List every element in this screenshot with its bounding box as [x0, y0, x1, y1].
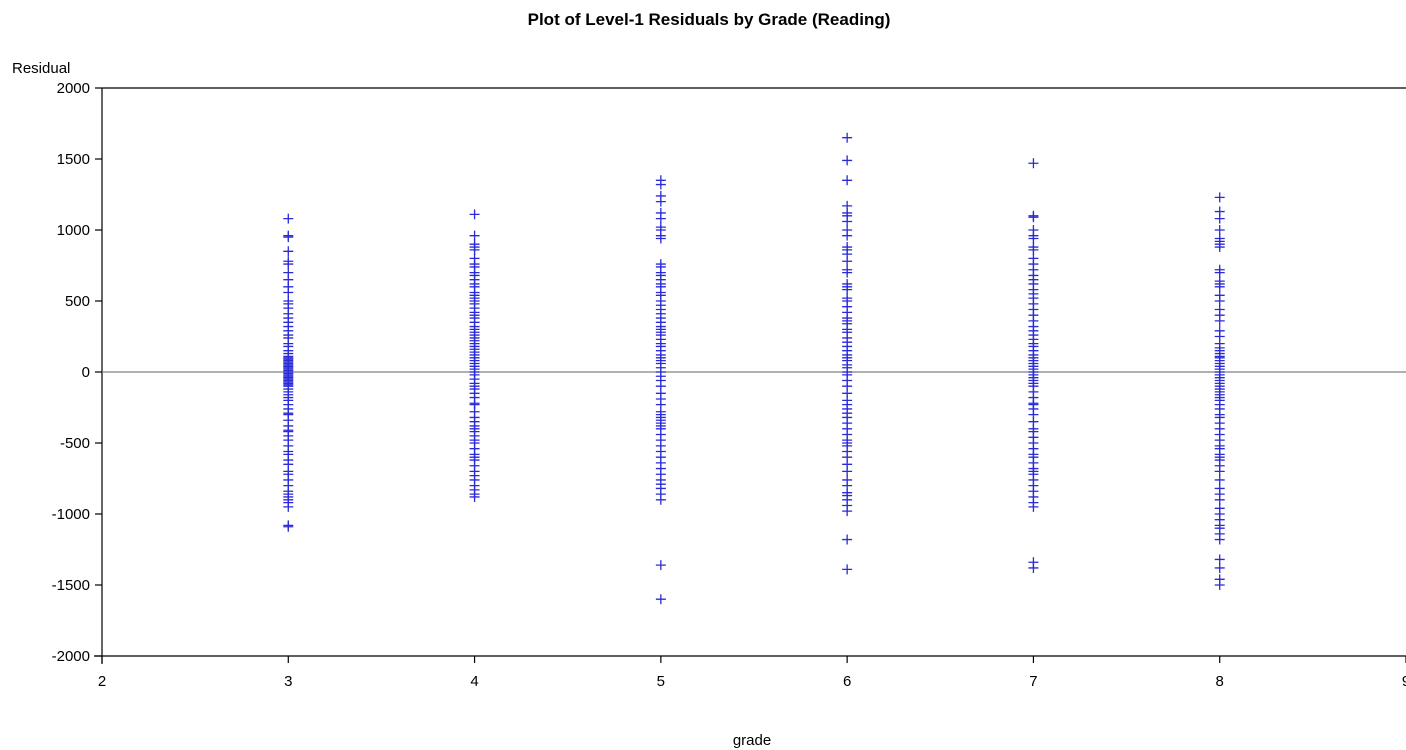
data-point — [1214, 474, 1225, 485]
data-point — [283, 246, 294, 257]
y-tick-label: 1500 — [57, 151, 90, 168]
x-tick-label: 5 — [657, 673, 665, 690]
data-point — [1214, 562, 1225, 573]
data-point — [655, 213, 666, 224]
data-point — [1214, 213, 1225, 224]
data-point — [283, 213, 294, 224]
data-point — [842, 132, 853, 143]
data-point — [1214, 534, 1225, 545]
data-point — [842, 230, 853, 241]
data-point — [1214, 494, 1225, 505]
data-point — [1028, 158, 1039, 169]
data-point — [283, 501, 294, 512]
data-point — [1214, 296, 1225, 306]
x-tick-label: 8 — [1216, 673, 1224, 690]
data-point — [842, 267, 853, 278]
data-point — [1028, 233, 1039, 244]
y-axis-label: Residual — [12, 60, 70, 77]
data-point — [469, 230, 480, 241]
y-tick-label: 0 — [82, 364, 90, 381]
data-point — [1028, 562, 1039, 573]
data-point — [1028, 212, 1039, 223]
data-point — [1214, 466, 1225, 477]
data-point — [842, 284, 853, 295]
data-point — [842, 506, 853, 517]
y-tick-label: 500 — [65, 293, 90, 310]
data-point — [842, 256, 853, 267]
data-point — [283, 259, 294, 270]
data-point — [655, 494, 666, 505]
data-point — [283, 287, 294, 298]
data-point — [1214, 281, 1225, 292]
data-point — [283, 521, 294, 532]
data-point — [655, 560, 666, 571]
data-point — [1214, 315, 1225, 326]
data-point — [1214, 580, 1225, 590]
y-tick-label: -2000 — [52, 648, 90, 665]
chart-title: Plot of Level-1 Residuals by Grade (Read… — [528, 10, 891, 29]
x-tick-label: 9 — [1402, 673, 1406, 690]
data-point — [1214, 192, 1225, 203]
y-axis-ticks: 2000 1500 1000 500 0 -500 -1000 -1500 -2000 — [52, 80, 102, 665]
data-point — [842, 216, 853, 227]
y-tick-label: -1000 — [52, 506, 90, 523]
data-point — [283, 232, 294, 243]
data-point — [655, 179, 666, 190]
data-point — [469, 209, 480, 220]
data-point — [655, 196, 666, 207]
x-tick-label: 4 — [470, 673, 478, 690]
y-tick-label: -1500 — [52, 577, 90, 594]
data-points — [283, 132, 1225, 605]
x-tick-label: 3 — [284, 673, 292, 690]
data-point — [1214, 554, 1225, 565]
x-tick-label: 7 — [1029, 673, 1037, 690]
y-tick-label: -500 — [60, 435, 90, 452]
data-point — [1214, 267, 1225, 278]
x-axis-label: grade — [733, 732, 771, 749]
data-point — [1028, 244, 1039, 255]
data-point — [1214, 225, 1225, 235]
data-point — [842, 466, 853, 477]
data-point — [842, 155, 853, 166]
x-tick-label: 2 — [98, 673, 106, 690]
data-point — [842, 564, 853, 575]
data-point — [842, 534, 853, 545]
y-tick-label: 1000 — [57, 222, 90, 239]
data-point — [655, 594, 666, 605]
data-point — [1214, 242, 1225, 253]
data-point — [469, 244, 480, 255]
data-point — [655, 233, 666, 244]
data-point — [1028, 501, 1039, 512]
data-point — [842, 175, 853, 186]
y-tick-label: 2000 — [57, 80, 90, 97]
x-tick-label: 6 — [843, 673, 851, 690]
chart-axes — [94, 87, 1406, 664]
x-axis-ticks: 2 3 4 5 6 7 8 9 — [98, 656, 1406, 690]
data-point — [469, 491, 480, 502]
